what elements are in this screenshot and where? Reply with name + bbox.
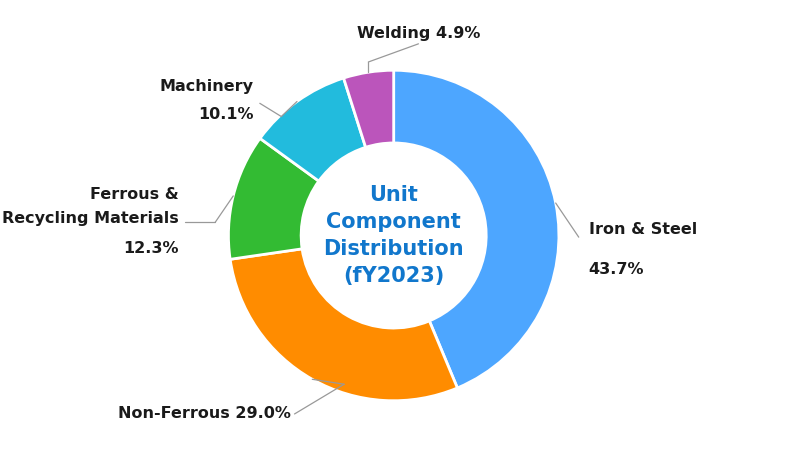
Text: Machinery: Machinery (159, 79, 253, 94)
Circle shape (301, 143, 486, 328)
Text: Ferrous &: Ferrous & (90, 187, 178, 202)
Wedge shape (393, 70, 558, 388)
Wedge shape (259, 78, 365, 181)
Text: 12.3%: 12.3% (123, 241, 178, 256)
Wedge shape (230, 249, 457, 401)
Text: 10.1%: 10.1% (198, 107, 253, 122)
Text: Iron & Steel: Iron & Steel (588, 222, 696, 237)
Wedge shape (228, 138, 319, 260)
Text: Welding 4.9%: Welding 4.9% (357, 25, 479, 41)
Text: Recycling Materials: Recycling Materials (2, 211, 178, 227)
Text: 43.7%: 43.7% (588, 262, 643, 277)
Text: Unit
Component
Distribution
(fY2023): Unit Component Distribution (fY2023) (323, 185, 463, 286)
Wedge shape (343, 70, 393, 147)
Text: Non-Ferrous 29.0%: Non-Ferrous 29.0% (118, 406, 291, 422)
